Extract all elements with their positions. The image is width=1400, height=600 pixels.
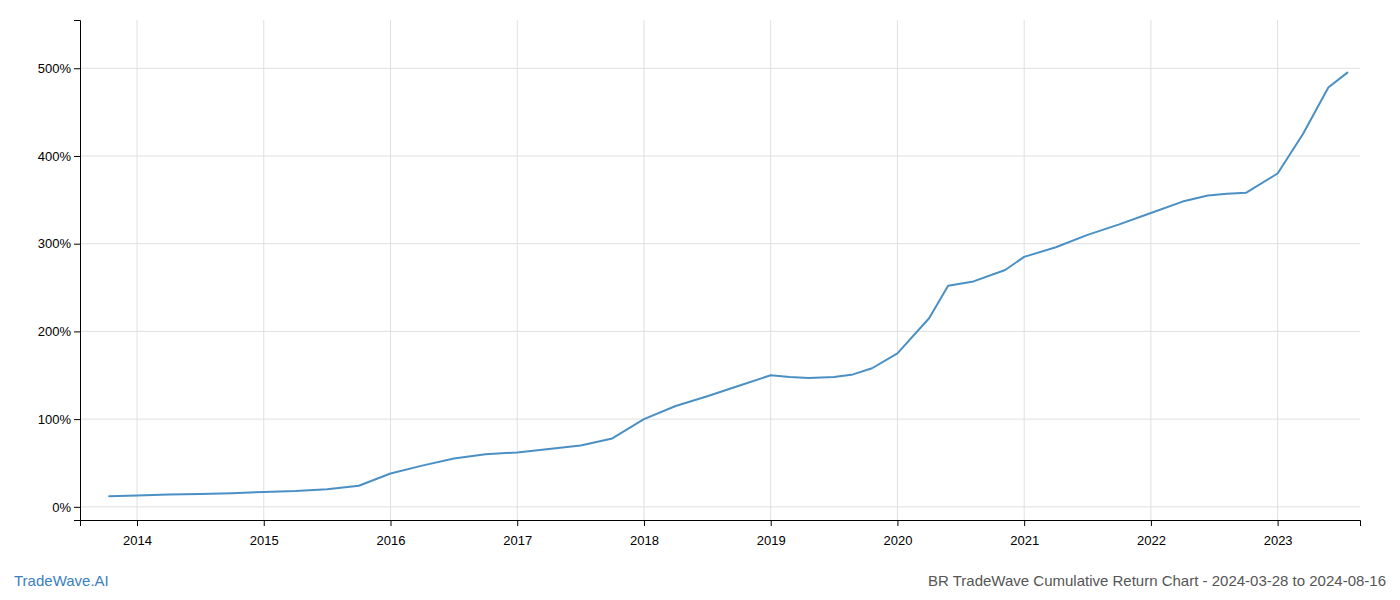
x-axis: 2014 2015 2016 2017 2018 2019 2020 2021 2022 2023 bbox=[81, 520, 1361, 548]
x-tick-mark bbox=[897, 520, 898, 526]
grid-line bbox=[517, 20, 518, 520]
y-tick: 400% bbox=[38, 149, 80, 164]
y-tick-label: 400% bbox=[38, 149, 72, 164]
x-tick: 2023 bbox=[1264, 520, 1293, 548]
y-tick-label: 500% bbox=[38, 61, 72, 76]
plot-area bbox=[109, 73, 1347, 497]
x-tick-mark bbox=[390, 520, 391, 526]
x-tick: 2016 bbox=[377, 520, 406, 548]
x-tick-label: 2020 bbox=[883, 533, 912, 548]
y-axis: 0% 100% 200% 300% 400% 500% bbox=[38, 21, 81, 521]
grid-line bbox=[1277, 20, 1278, 520]
grid-line bbox=[263, 20, 264, 520]
y-tick-mark bbox=[74, 156, 80, 157]
x-tick-mark bbox=[1151, 520, 1152, 526]
x-tick-label: 2016 bbox=[377, 533, 406, 548]
grid-line bbox=[643, 20, 644, 520]
grid-line bbox=[80, 331, 1360, 332]
x-tick: 2015 bbox=[250, 520, 279, 548]
grid-line bbox=[80, 155, 1360, 156]
x-tick-mark bbox=[517, 520, 518, 526]
x-tick: 2018 bbox=[630, 520, 659, 548]
grid-line bbox=[80, 68, 1360, 69]
y-tick-label: 0% bbox=[52, 500, 71, 515]
x-tick-mark bbox=[1024, 520, 1025, 526]
x-tick-label: 2022 bbox=[1137, 533, 1166, 548]
x-tick: 2014 bbox=[123, 520, 152, 548]
grid-line bbox=[1024, 20, 1025, 520]
y-tick-mark bbox=[74, 68, 80, 69]
x-tick-mark bbox=[1278, 520, 1279, 526]
footer: TradeWave.AI BR TradeWave Cumulative Retu… bbox=[14, 572, 1386, 589]
watermark: TradeWave.AI bbox=[14, 572, 109, 589]
grid-line bbox=[80, 419, 1360, 420]
y-tick-label: 200% bbox=[38, 324, 72, 339]
x-tick-mark bbox=[137, 520, 138, 526]
x-tick-label: 2023 bbox=[1264, 533, 1293, 548]
y-tick: 0% bbox=[52, 500, 80, 515]
y-axis-line bbox=[74, 21, 81, 521]
x-tick-label: 2015 bbox=[250, 533, 279, 548]
x-tick-label: 2018 bbox=[630, 533, 659, 548]
x-tick-label: 2014 bbox=[123, 533, 152, 548]
chart: 2014 2015 2016 2017 2018 2019 2020 2021 2022 2023… bbox=[0, 0, 1400, 600]
title: BR TradeWave Cumulative Return Chart - 2… bbox=[928, 572, 1386, 589]
y-tick: 500% bbox=[38, 61, 80, 76]
y-tick-mark bbox=[74, 419, 80, 420]
y-tick: 300% bbox=[38, 236, 80, 251]
grid-line bbox=[390, 20, 391, 520]
grid-line bbox=[1150, 20, 1151, 520]
x-tick-mark bbox=[771, 520, 772, 526]
x-tick: 2017 bbox=[503, 520, 532, 548]
grid-line bbox=[770, 20, 771, 520]
grid-line bbox=[80, 243, 1360, 244]
y-tick: 200% bbox=[38, 324, 80, 339]
y-tick-mark bbox=[74, 244, 80, 245]
x-tick-label: 2019 bbox=[757, 533, 786, 548]
x-tick-label: 2017 bbox=[503, 533, 532, 548]
y-tick-label: 100% bbox=[38, 412, 72, 427]
y-tick-mark bbox=[74, 331, 80, 332]
x-tick-label: 2021 bbox=[1010, 533, 1039, 548]
x-axis-line bbox=[81, 521, 1361, 527]
data-line bbox=[109, 73, 1347, 497]
grid-line bbox=[897, 20, 898, 520]
grid-line bbox=[80, 506, 1360, 507]
x-tick: 2022 bbox=[1137, 520, 1166, 548]
y-tick: 100% bbox=[38, 412, 80, 427]
grid-line bbox=[137, 20, 138, 520]
y-tick-label: 300% bbox=[38, 236, 72, 251]
y-tick-mark bbox=[74, 507, 80, 508]
x-tick: 2020 bbox=[883, 520, 912, 548]
x-tick: 2019 bbox=[757, 520, 786, 548]
grid bbox=[80, 20, 1360, 520]
x-tick-mark bbox=[264, 520, 265, 526]
x-tick-mark bbox=[644, 520, 645, 526]
x-tick: 2021 bbox=[1010, 520, 1039, 548]
